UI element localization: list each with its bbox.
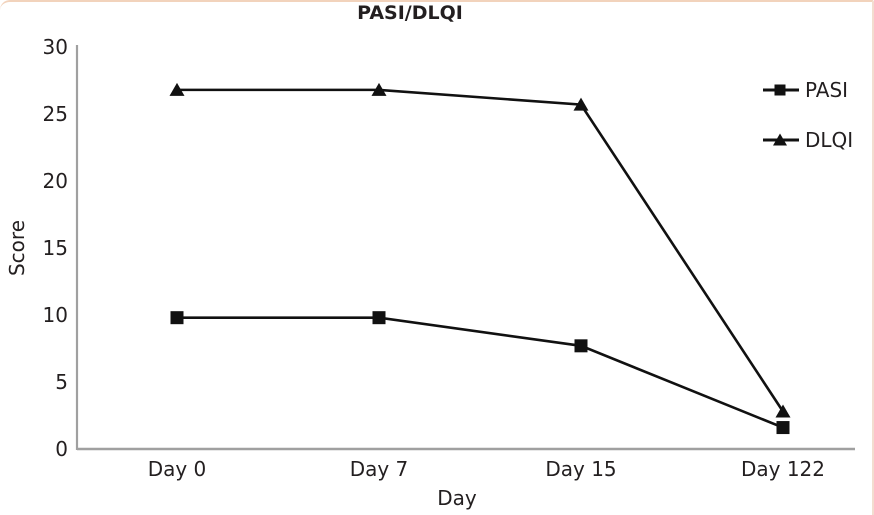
data-point-triangle [169,82,185,96]
legend-item-label: PASI [805,78,849,102]
data-point-square [372,311,386,325]
legend-item-pasi: PASI [762,76,853,104]
y-tick-label: 25 [42,102,68,126]
chart-title: PASI/DLQI [357,2,463,24]
x-axis-label: Day [437,486,477,510]
data-point-square [776,421,790,435]
y-tick-label: 10 [42,303,68,327]
pasi-square-marker-icon [763,84,799,96]
data-point-triangle [371,82,387,96]
data-point-triangle [775,404,791,418]
series-line-pasi [177,316,784,429]
data-point-triangle [573,97,589,111]
y-tick-label: 30 [42,35,68,59]
y-tick-label: 5 [55,370,68,394]
legend: PASI DLQI [762,76,853,176]
y-tick-labels: 0 5 10 15 20 25 30 [0,2,68,515]
y-tick-label: 15 [42,236,68,260]
data-point-square [170,311,184,325]
legend-item-dlqi: DLQI [762,126,853,154]
series-line-dlqi [177,88,785,413]
dlqi-triangle-marker-icon [763,133,799,146]
y-tick-label: 20 [42,169,68,193]
legend-item-label: DLQI [805,128,854,152]
y-tick-label: 0 [55,437,68,461]
data-point-square [574,339,588,353]
